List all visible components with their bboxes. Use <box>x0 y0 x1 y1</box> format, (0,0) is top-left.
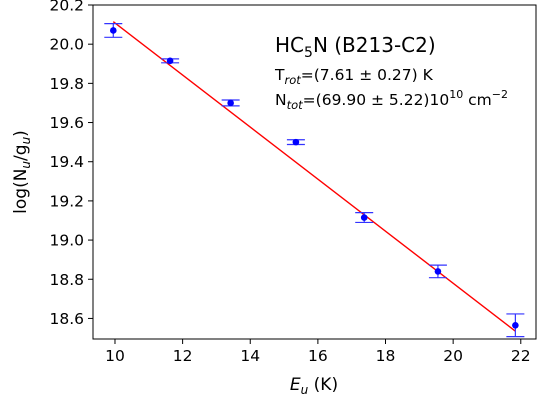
x-tick-label: 20 <box>443 347 463 365</box>
data-point <box>221 99 240 107</box>
data-marker <box>109 27 117 34</box>
data-point <box>161 57 180 65</box>
y-tick-label: 18.6 <box>49 310 84 328</box>
x-tick-label: 10 <box>105 347 125 365</box>
x-axis-ticks: 10 12 14 16 18 20 22 <box>105 339 531 365</box>
y-tick-label: 20.0 <box>49 36 84 54</box>
y-tick-label: 19.6 <box>49 114 84 132</box>
x-tick-label: 22 <box>511 347 531 365</box>
data-points <box>104 23 525 338</box>
y-tick-label: 20.2 <box>49 0 84 15</box>
y-axis-label: log(Nu/gu) <box>11 130 33 214</box>
data-point <box>104 23 123 38</box>
x-tick-label: 16 <box>308 347 328 365</box>
data-marker <box>166 57 174 65</box>
trot-annotation: Trot=(7.61 ± 0.27) K <box>274 66 434 87</box>
x-tick-label: 12 <box>173 347 193 365</box>
x-tick-label: 14 <box>240 347 260 365</box>
y-tick-label: 18.8 <box>49 271 84 289</box>
x-tick-label: 18 <box>376 347 396 365</box>
y-tick-label: 19.0 <box>49 232 84 250</box>
y-tick-label: 19.4 <box>49 153 84 171</box>
y-axis-ticks: 18.6 18.8 19.0 19.2 19.4 19.6 19.8 20.0 20.2 <box>49 0 93 328</box>
data-point <box>286 138 305 146</box>
data-marker <box>512 321 519 329</box>
y-tick-label: 19.2 <box>49 192 84 210</box>
fit-line <box>112 21 516 332</box>
data-point <box>428 264 447 279</box>
data-marker <box>292 138 300 146</box>
data-point <box>355 212 374 224</box>
ntot-annotation: Ntot=(69.90 ± 5.22)1010 cm−2 <box>275 88 508 112</box>
data-marker <box>227 99 234 107</box>
chart-title: HC5N (B213-C2) <box>275 33 436 61</box>
data-point <box>506 313 525 338</box>
data-marker <box>434 268 442 275</box>
y-tick-label: 19.8 <box>49 75 84 93</box>
data-marker <box>360 214 368 221</box>
x-axis-label: Eu (K) <box>290 375 338 397</box>
